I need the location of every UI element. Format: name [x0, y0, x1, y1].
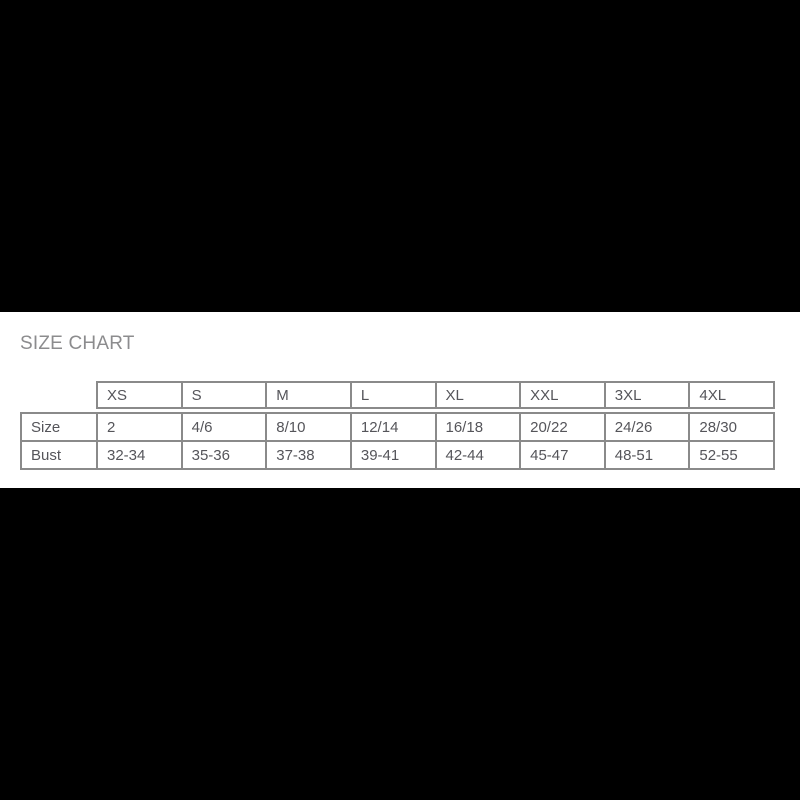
bust-cell: 42-44 [434, 440, 522, 470]
size-cell: 4/6 [180, 412, 268, 442]
size-column-header-xl: XL [434, 381, 522, 409]
table-row-bust: Bust 32-34 35-36 37-38 39-41 42-44 45-47… [20, 440, 775, 470]
size-cell: 28/30 [688, 412, 775, 442]
bust-cell: 35-36 [180, 440, 268, 470]
size-cell: 8/10 [265, 412, 352, 442]
size-chart-panel: SIZE CHART XS S M L XL XXL 3XL 4XL Size … [0, 312, 800, 488]
size-column-header-3xl: 3XL [603, 381, 691, 409]
table-row-size: Size 2 4/6 8/10 12/14 16/18 20/22 24/26 … [20, 412, 775, 442]
size-cell: 16/18 [434, 412, 522, 442]
size-column-header-m: M [265, 381, 352, 409]
size-cell: 20/22 [519, 412, 606, 442]
size-column-header-xs: XS [96, 381, 183, 409]
size-header-table: XS S M L XL XXL 3XL 4XL [96, 381, 775, 409]
size-body-table: Size 2 4/6 8/10 12/14 16/18 20/22 24/26 … [20, 412, 775, 470]
size-column-header-4xl: 4XL [688, 381, 775, 409]
size-cell: 12/14 [349, 412, 437, 442]
size-cell: 2 [96, 412, 183, 442]
size-column-header-s: S [180, 381, 268, 409]
size-cell: 24/26 [603, 412, 691, 442]
size-column-header-l: L [349, 381, 437, 409]
row-label-size: Size [20, 412, 98, 442]
row-label-bust: Bust [20, 440, 98, 470]
size-header-row: XS S M L XL XXL 3XL 4XL [96, 381, 775, 409]
size-column-header-xxl: XXL [519, 381, 606, 409]
bust-cell: 37-38 [265, 440, 352, 470]
bust-cell: 52-55 [688, 440, 775, 470]
bust-cell: 39-41 [349, 440, 437, 470]
bust-cell: 48-51 [603, 440, 691, 470]
size-chart-title: SIZE CHART [20, 333, 135, 354]
bust-cell: 45-47 [519, 440, 606, 470]
bust-cell: 32-34 [96, 440, 183, 470]
